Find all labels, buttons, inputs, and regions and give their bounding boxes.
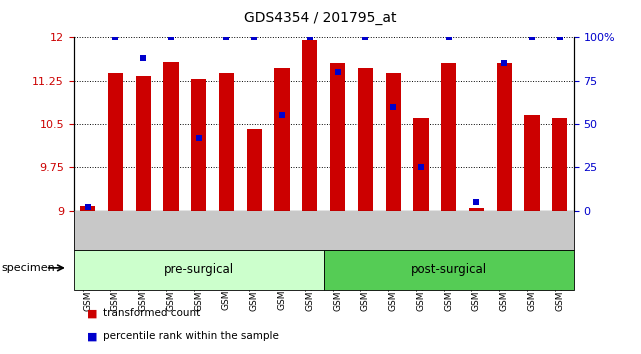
Point: [554, 34, 565, 40]
Bar: [191, 79, 206, 211]
Bar: [552, 118, 567, 211]
Bar: [302, 40, 317, 211]
Bar: [324, 250, 574, 290]
Bar: [80, 206, 96, 211]
Point: [471, 199, 481, 205]
Point: [416, 164, 426, 170]
Bar: [108, 73, 123, 211]
Bar: [247, 129, 262, 211]
Bar: [74, 250, 324, 290]
Bar: [358, 68, 373, 211]
Text: transformed count: transformed count: [103, 308, 200, 318]
Point: [194, 135, 204, 141]
Bar: [385, 73, 401, 211]
Point: [277, 113, 287, 118]
Text: specimen: specimen: [1, 263, 55, 273]
Point: [527, 34, 537, 40]
Text: ■: ■: [87, 331, 97, 341]
Bar: [274, 68, 290, 211]
Point: [388, 104, 398, 109]
Point: [360, 34, 370, 40]
Text: pre-surgical: pre-surgical: [163, 263, 234, 276]
Text: GDS4354 / 201795_at: GDS4354 / 201795_at: [244, 11, 397, 25]
Point: [333, 69, 343, 75]
Point: [166, 34, 176, 40]
Bar: [330, 63, 345, 211]
Point: [304, 34, 315, 40]
Bar: [497, 63, 512, 211]
Bar: [163, 62, 179, 211]
Bar: [441, 63, 456, 211]
Point: [249, 34, 260, 40]
Point: [138, 55, 148, 61]
Bar: [219, 73, 234, 211]
Bar: [135, 76, 151, 211]
Bar: [469, 208, 484, 211]
Bar: [413, 118, 429, 211]
Point: [444, 34, 454, 40]
Bar: [524, 115, 540, 211]
Point: [221, 34, 231, 40]
Point: [83, 204, 93, 210]
Text: post-surgical: post-surgical: [411, 263, 487, 276]
Point: [110, 34, 121, 40]
Text: ■: ■: [87, 308, 97, 318]
Point: [499, 60, 510, 66]
Text: percentile rank within the sample: percentile rank within the sample: [103, 331, 278, 341]
